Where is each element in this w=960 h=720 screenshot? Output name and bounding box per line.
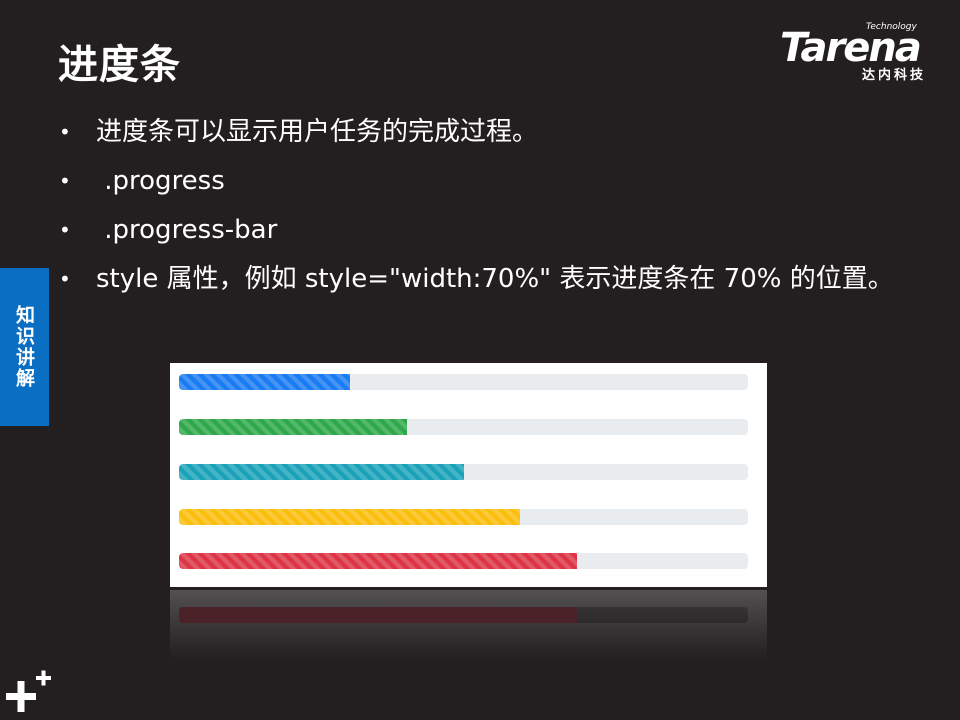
progress-track-warning [179, 509, 748, 525]
progress-bar-primary [179, 374, 350, 390]
plus-plus-icon [6, 670, 51, 712]
bullet-dot: • [59, 267, 71, 291]
progress-bar-warning [179, 509, 521, 525]
progress-track-info [179, 464, 748, 480]
progress-track-success [179, 419, 748, 435]
bullet-text: .progress-bar [96, 215, 278, 245]
reflection-track [179, 607, 748, 623]
image-reflection [170, 590, 767, 660]
tarena-logo: Technology Tarena 达内科技 [780, 22, 945, 84]
progress-bar-info [179, 464, 464, 480]
bullet-text: .progress [96, 166, 225, 196]
logo-wordmark: Tarena [780, 25, 922, 71]
side-tab: 知识讲解 [0, 268, 49, 426]
bullet-item: • .progress [55, 163, 895, 199]
progress-bar-success [179, 419, 407, 435]
bullet-text: style 属性，例如 style="width:70%" 表示进度条在 70%… [96, 264, 894, 294]
side-tab-label: 知识讲解 [13, 305, 35, 389]
bullet-item: • 进度条可以显示用户任务的完成过程。 [55, 114, 895, 150]
bullet-item: • .progress-bar [55, 212, 895, 248]
bullet-dot: • [59, 169, 71, 193]
logo-chinese: 达内科技 [862, 68, 927, 83]
reflection-bar [179, 607, 578, 623]
bullet-text: 进度条可以显示用户任务的完成过程。 [96, 117, 539, 147]
bullet-item: • style 属性，例如 style="width:70%" 表示进度条在 7… [55, 261, 895, 297]
logo-tagline: Technology [866, 22, 917, 32]
progress-bar-danger [179, 553, 578, 569]
bullet-dot: • [59, 218, 71, 242]
progress-track-danger [179, 553, 748, 569]
progress-track-primary [179, 374, 748, 390]
bullet-dot: • [59, 120, 71, 144]
progress-demo-image [170, 363, 767, 587]
bullet-list: • 进度条可以显示用户任务的完成过程。 • .progress • .progr… [55, 114, 895, 310]
slide-title: 进度条 [58, 42, 181, 88]
